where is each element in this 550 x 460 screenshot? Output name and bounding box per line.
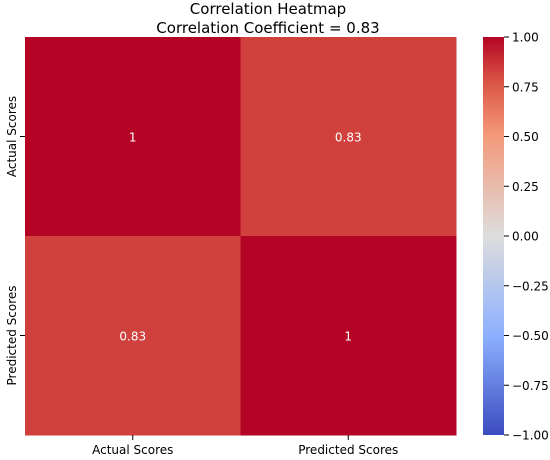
cell-value-label-0-1: 0.83 xyxy=(335,131,362,145)
colorbar: 1.00 0.75 0.50 0.25 0.00 −0.25 −0.50 −0.75 −1.00 xyxy=(483,31,549,443)
heatmap-cell-1-0 xyxy=(25,236,241,436)
y-axis: Actual Scores Predicted Scores xyxy=(5,96,25,386)
chart-title: Correlation Heatmap xyxy=(190,0,346,18)
cell-value-label-1-0: 0.83 xyxy=(119,330,146,344)
colorbar-tick-label: 0.50 xyxy=(512,130,539,144)
colorbar-tick-label: −0.75 xyxy=(512,379,549,393)
cell-value-label-1-1: 1 xyxy=(344,330,352,344)
x-tick-label: Predicted Scores xyxy=(298,443,398,457)
cell-value-label-0-0: 1 xyxy=(129,131,137,145)
colorbar-tick-label: 0.75 xyxy=(512,80,539,94)
y-tick-label: Predicted Scores xyxy=(5,285,19,385)
heatmap-grid: 1 0.83 0.83 1 xyxy=(25,37,457,436)
colorbar-tick-label: 1.00 xyxy=(512,31,539,45)
colorbar-tick-label: −1.00 xyxy=(512,429,549,443)
colorbar-tick-label: −0.50 xyxy=(512,329,549,343)
heatmap-cell-1-1 xyxy=(240,236,457,436)
chart-subtitle: Correlation Coefficient = 0.83 xyxy=(156,19,379,37)
colorbar-tick-label: 0.00 xyxy=(512,230,539,244)
colorbar-tick-label: 0.25 xyxy=(512,180,539,194)
heatmap-cell-0-0 xyxy=(25,37,241,237)
heatmap-cell-0-1 xyxy=(240,37,457,237)
colorbar-gradient xyxy=(483,37,504,435)
y-tick-label: Actual Scores xyxy=(5,96,19,177)
x-axis: Actual Scores Predicted Scores xyxy=(92,435,398,457)
colorbar-tick-label: −0.25 xyxy=(512,279,549,293)
x-tick-label: Actual Scores xyxy=(92,443,173,457)
